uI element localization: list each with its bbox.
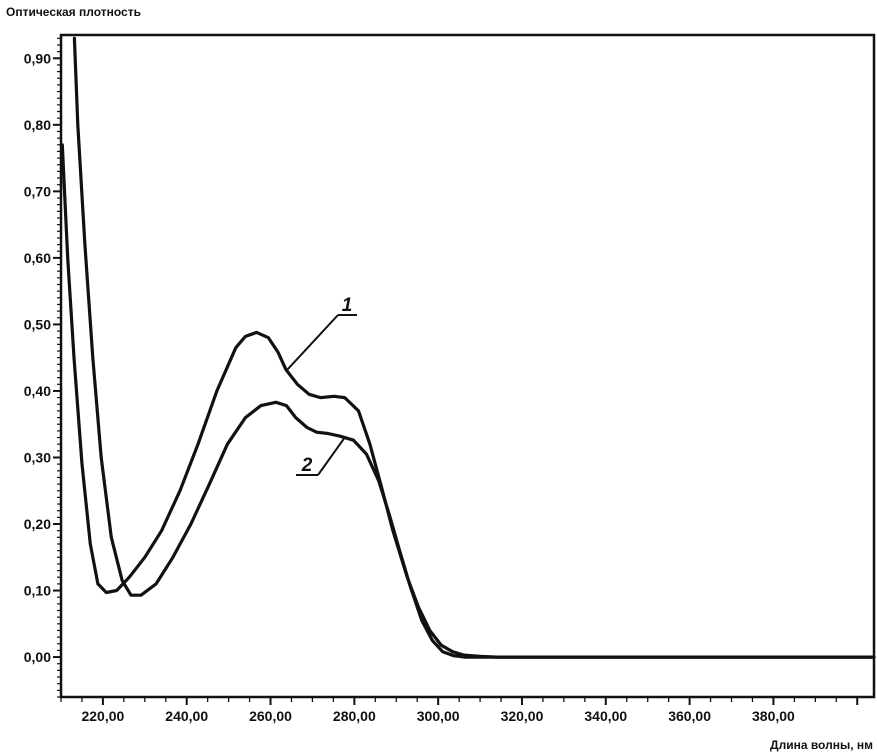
- y-tick-label: 0,60: [24, 250, 51, 266]
- plot-frame: [59, 33, 876, 699]
- x-tick-label: 220,00: [81, 708, 124, 724]
- axis-ticks: [53, 37, 859, 705]
- series-line-1: [60, 143, 876, 659]
- y-tick-label: 0,70: [24, 183, 51, 199]
- y-tick-label: 0,90: [24, 50, 51, 66]
- x-tick-label: 320,00: [501, 708, 544, 724]
- x-tick-label: 240,00: [165, 708, 208, 724]
- y-tick-label: 0,00: [24, 649, 51, 665]
- y-tick-label: 0,50: [24, 316, 51, 332]
- x-tick-label: 340,00: [584, 708, 627, 724]
- x-tick-label: 380,00: [752, 708, 795, 724]
- tick-labels: 0,00 0,10 0,20 0,30 0,40 0,50 0,60 0,70 0,80 0,90…: [24, 50, 795, 724]
- curve-annotations: 12: [286, 295, 357, 476]
- x-tick-label: 280,00: [333, 708, 376, 724]
- y-tick-label: 0,20: [24, 516, 51, 532]
- x-axis-label: Длина волны, нм: [770, 738, 873, 752]
- y-tick-label: 0,80: [24, 117, 51, 133]
- x-tick-label: 360,00: [668, 708, 711, 724]
- annotation-leader: [317, 436, 346, 476]
- y-tick-label: 0,40: [24, 383, 51, 399]
- annotation-leader: [286, 314, 339, 371]
- series-line-2: [72, 36, 876, 659]
- x-tick-label: 300,00: [417, 708, 460, 724]
- y-tick-label: 0,30: [24, 449, 51, 465]
- annotation-label-2: 2: [301, 455, 313, 476]
- series-layer: [60, 36, 876, 659]
- annotation-label-1: 1: [342, 295, 353, 316]
- x-tick-label: 260,00: [249, 708, 292, 724]
- y-axis-label: Оптическая плотность: [6, 5, 141, 19]
- y-tick-label: 0,10: [24, 583, 51, 599]
